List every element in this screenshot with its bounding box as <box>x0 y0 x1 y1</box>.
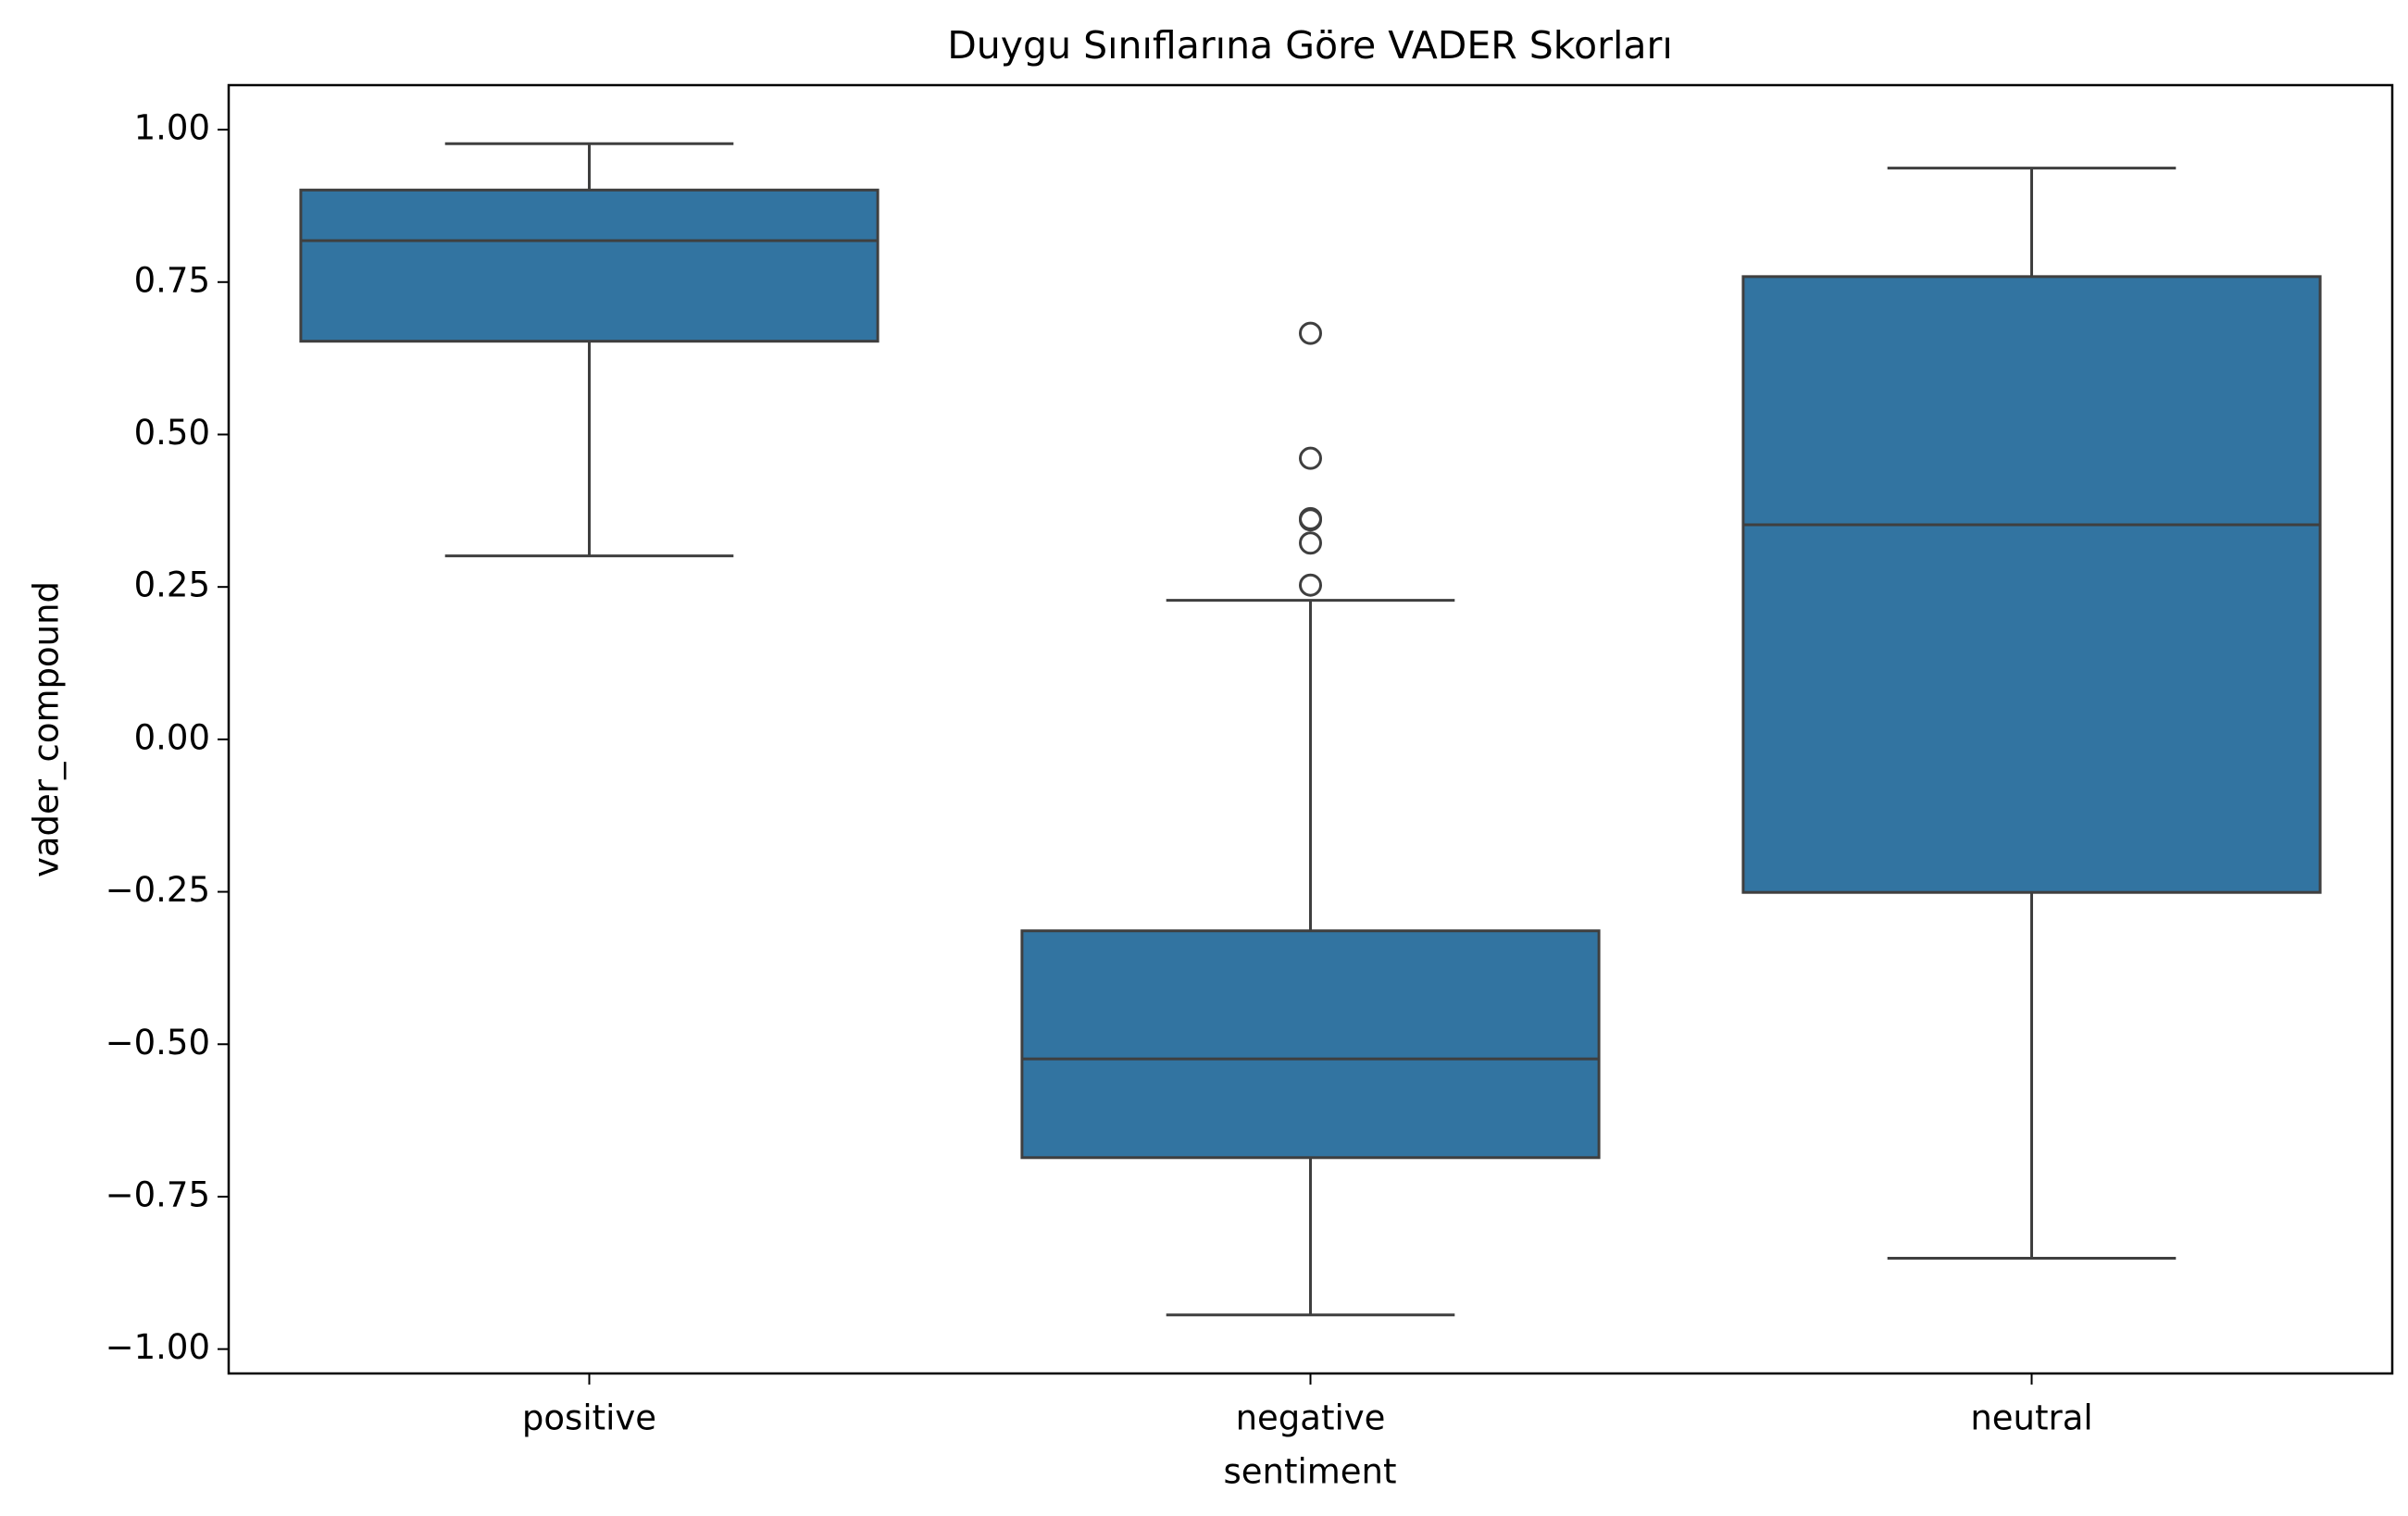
plot-frame <box>227 83 2394 1375</box>
y-tick-label: 0.00 <box>134 717 210 757</box>
y-tick-label: −1.00 <box>106 1327 210 1367</box>
y-tick-label: −0.25 <box>106 870 210 910</box>
box <box>1020 929 1601 1160</box>
outlier <box>1299 321 1322 345</box>
y-tick-label: 1.00 <box>134 108 210 148</box>
outlier <box>1299 446 1322 470</box>
y-axis-label: vader_compound <box>27 581 67 877</box>
box <box>1741 275 2322 894</box>
box <box>299 188 880 343</box>
x-axis-label: sentiment <box>1223 1452 1396 1492</box>
x-tick-label: neutral <box>1970 1398 2092 1438</box>
x-tick-label: positive <box>522 1398 656 1438</box>
y-tick-label: 0.75 <box>134 260 210 300</box>
x-tick-label: negative <box>1236 1398 1386 1438</box>
outlier <box>1299 531 1322 555</box>
y-tick-label: −0.50 <box>106 1023 210 1062</box>
y-tick-label: 0.25 <box>134 565 210 605</box>
y-tick-label: 0.50 <box>134 413 210 453</box>
y-tick-label: −0.75 <box>106 1174 210 1214</box>
outlier <box>1299 573 1322 597</box>
outlier <box>1299 508 1322 532</box>
chart-title: Duygu Sınıflarına Göre VADER Skorları <box>947 23 1673 68</box>
